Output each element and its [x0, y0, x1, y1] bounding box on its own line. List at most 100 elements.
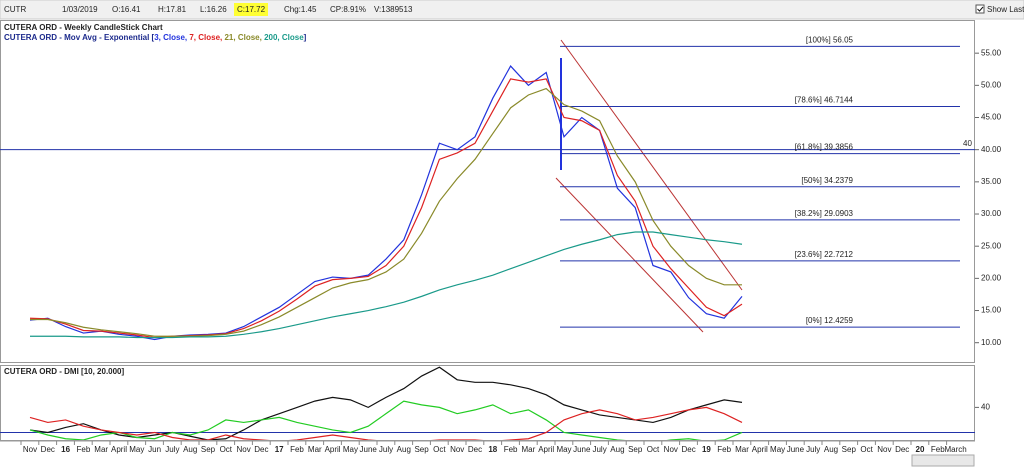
y-tick-label: 10.00 [981, 338, 1002, 347]
x-tick-label: Nov [877, 445, 891, 454]
x-tick-label: June [787, 445, 805, 454]
x-tick-label: Mar [522, 445, 536, 454]
x-tick-label: 16 [61, 445, 70, 454]
x-tick-label: Feb [717, 445, 731, 454]
price-panel [0, 20, 975, 363]
fib-label: [100%] 56.05 [806, 36, 854, 45]
chart-title: CUTERA ORD - Weekly CandleStick Chart [4, 23, 163, 32]
x-tick-label: Feb [290, 445, 304, 454]
legend: CUTERA ORD - Mov Avg - Exponential [3, C… [4, 33, 307, 42]
x-tick-label: Feb [931, 445, 945, 454]
open: O:16.41 [112, 5, 141, 14]
fib-value: 34.2379 [824, 176, 853, 185]
dmi-panel [0, 365, 975, 441]
x-tick-label: 18 [488, 445, 497, 454]
x-tick-label: Dec [468, 445, 482, 454]
x-tick-label: Sep [201, 445, 216, 454]
close-highlight [234, 3, 268, 16]
legend-part: CUTERA ORD - Mov Avg - Exponential [ [4, 33, 155, 42]
fib-value: 46.7144 [824, 96, 853, 105]
scroll-bar[interactable] [911, 454, 975, 467]
x-tick-label: Dec [681, 445, 695, 454]
x-tick-label: July [379, 445, 393, 454]
x-tick-label: July [165, 445, 179, 454]
fib-value: 22.7212 [824, 250, 853, 259]
x-tick-label: Sep [628, 445, 643, 454]
y-tick-label: 15.00 [981, 306, 1002, 315]
fib-value: 56.05 [833, 36, 854, 45]
x-tick-label: Nov [664, 445, 678, 454]
hline-label: 40 [963, 139, 972, 148]
x-tick-label: May [556, 445, 571, 454]
x-tick-label: 20 [916, 445, 925, 454]
header-bar [0, 0, 1024, 20]
y-tick-label: 40.00 [981, 145, 1002, 154]
y-tick-label: 25.00 [981, 241, 1002, 250]
x-tick-label: May [343, 445, 358, 454]
high: H:17.81 [158, 5, 187, 14]
x-tick-label: Feb [77, 445, 91, 454]
change-pct: CP:8.91% [330, 5, 366, 14]
x-tick-label: April [538, 445, 554, 454]
show-last-checkbox[interactable] [975, 4, 985, 14]
legend-part: ] [304, 33, 307, 42]
date: 1/03/2019 [62, 5, 98, 14]
legend-part: 3, Close, [154, 33, 189, 42]
x-tick-label: Dec [895, 445, 909, 454]
x-tick-label: 17 [275, 445, 284, 454]
series-line [29, 65, 743, 341]
fib-label: [23.6%] 22.7212 [795, 250, 854, 259]
y-tick-label: 45.00 [981, 113, 1002, 122]
legend-part: 200, Close [264, 33, 304, 42]
fib-percent: [78.6%] [795, 96, 822, 105]
fib-value: 12.4259 [824, 316, 853, 325]
x-tick-label: June [360, 445, 378, 454]
change: Chg:1.45 [284, 5, 317, 14]
x-tick-label: April [111, 445, 127, 454]
x-tick-label: Sep [414, 445, 429, 454]
legend-part: 7, Close, [189, 33, 224, 42]
x-tick-label: Nov [23, 445, 37, 454]
y-tick-label: 35.00 [981, 177, 1002, 186]
x-tick-label: July [592, 445, 606, 454]
fib-percent: [38.2%] [795, 209, 822, 218]
y-tick-label: 55.00 [981, 48, 1002, 57]
x-tick-label: Oct [433, 445, 446, 454]
scroll-buttons [911, 454, 975, 467]
x-tick-label: Mar [308, 445, 322, 454]
x-tick-label: April [752, 445, 768, 454]
symbol: CUTR [4, 5, 26, 14]
show-last-label[interactable]: Show Last [987, 5, 1024, 14]
x-tick-label: Oct [647, 445, 660, 454]
series-line [29, 406, 743, 440]
x-tick-label: Dec [41, 445, 55, 454]
x-tick-label: Nov [450, 445, 464, 454]
channel-line [555, 177, 704, 333]
annotations [555, 39, 743, 333]
legend-part: 21, Close, [224, 33, 264, 42]
fib-percent: [23.6%] [795, 250, 822, 259]
series-line [29, 366, 743, 440]
y-tick-label: 50.00 [981, 80, 1002, 89]
x-tick-label: Mar [735, 445, 749, 454]
fib-percent: [100%] [806, 36, 831, 45]
series-line [29, 78, 743, 339]
checkmark [977, 6, 984, 12]
fib-label: [61.8%] 39.3856 [795, 143, 854, 152]
x-tick-label: May [770, 445, 785, 454]
x-tick-label: March [944, 445, 966, 454]
x-tick-label: June [573, 445, 591, 454]
fib-label: [0%] 12.4259 [806, 316, 854, 325]
x-tick-label: Aug [183, 445, 197, 454]
fib-label: [38.2%] 29.0903 [795, 209, 854, 218]
x-tick-label: Oct [860, 445, 873, 454]
channel-line [560, 39, 743, 291]
x-tick-label: Dec [254, 445, 268, 454]
fib-value: 29.0903 [824, 209, 853, 218]
series-line [30, 231, 743, 339]
x-tick-label: Mar [94, 445, 108, 454]
x-tick-label: Nov [236, 445, 250, 454]
fib-value: 39.3856 [824, 143, 853, 152]
fib-percent: [0%] [806, 316, 822, 325]
